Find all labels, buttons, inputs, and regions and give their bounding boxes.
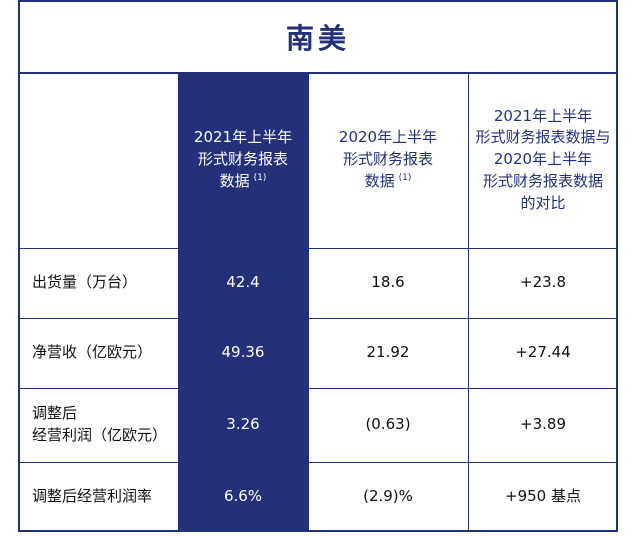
row-label-adjusted-operating-profit: 调整后 经营利润（亿欧元） — [20, 388, 178, 462]
header-2020-line2: 形式财务报表 — [342, 150, 433, 169]
value-2020-shipments: 18.6 — [371, 273, 405, 292]
value-2020-adjusted-operating-margin: (2.9)% — [363, 487, 413, 506]
table-frame: 南美 2021年上半年 形式财务报表 数据 (1) 2020年上半年 形式财务报表… — [18, 0, 618, 532]
header-comparison-line4: 形式财务报表数据 — [482, 171, 603, 190]
header-comparison: 2021年上半年 形式财务报表数据与 2020年上半年 形式财务报表数据 的对比 — [468, 72, 618, 248]
row-label-line2: 经营利润（亿欧元） — [32, 426, 168, 444]
value-2021-net-revenue: 49.36 — [221, 343, 265, 362]
footnote-marker: (1) — [253, 172, 267, 183]
diff-adjusted-operating-margin: +950 基点 — [505, 487, 581, 506]
row-label-adjusted-operating-margin: 调整后经营利润率 — [32, 487, 153, 506]
highlight-column-2021 — [178, 72, 308, 530]
row-label-shipments: 出货量（万台） — [32, 273, 138, 292]
row-divider — [20, 248, 616, 249]
diff-shipments: +23.8 — [520, 273, 566, 292]
header-comparison-line3: 2020年上半年 — [493, 150, 593, 169]
row-divider — [20, 318, 616, 319]
footnote-marker: (1) — [398, 172, 412, 183]
header-2021-line2: 形式财务报表 — [197, 150, 288, 169]
diff-adjusted-operating-profit: +3.89 — [520, 415, 566, 434]
table-title: 南美 — [20, 2, 616, 74]
header-2020: 2020年上半年 形式财务报表 数据 (1) — [308, 72, 468, 248]
data-table: 2021年上半年 形式财务报表 数据 (1) 2020年上半年 形式财务报表 数据… — [20, 72, 616, 530]
row-label-line1: 调整后 — [32, 404, 78, 423]
value-2020-adjusted-operating-profit: (0.63) — [365, 415, 411, 434]
header-comparison-line5: 的对比 — [520, 193, 566, 212]
value-2021-adjusted-operating-profit: 3.26 — [226, 415, 260, 434]
header-2020-line3: 数据 — [364, 171, 395, 190]
value-2021-shipments: 42.4 — [226, 273, 260, 292]
header-comparison-line2: 形式财务报表数据与 — [475, 128, 611, 147]
row-divider — [20, 388, 616, 389]
row-divider — [20, 462, 616, 463]
value-2020-net-revenue: 21.92 — [366, 343, 410, 362]
row-label-net-revenue: 净营收（亿欧元） — [32, 343, 153, 362]
column-divider — [308, 72, 309, 530]
column-divider — [468, 72, 469, 530]
header-2021-line3: 数据 — [219, 171, 250, 190]
diff-net-revenue: +27.44 — [515, 343, 571, 362]
header-comparison-line1: 2021年上半年 — [493, 106, 593, 125]
value-2021-adjusted-operating-margin: 6.6% — [223, 487, 263, 506]
header-2021: 2021年上半年 形式财务报表 数据 (1) — [178, 72, 308, 248]
header-2021-line1: 2021年上半年 — [193, 128, 293, 147]
header-2020-line1: 2020年上半年 — [338, 128, 438, 147]
